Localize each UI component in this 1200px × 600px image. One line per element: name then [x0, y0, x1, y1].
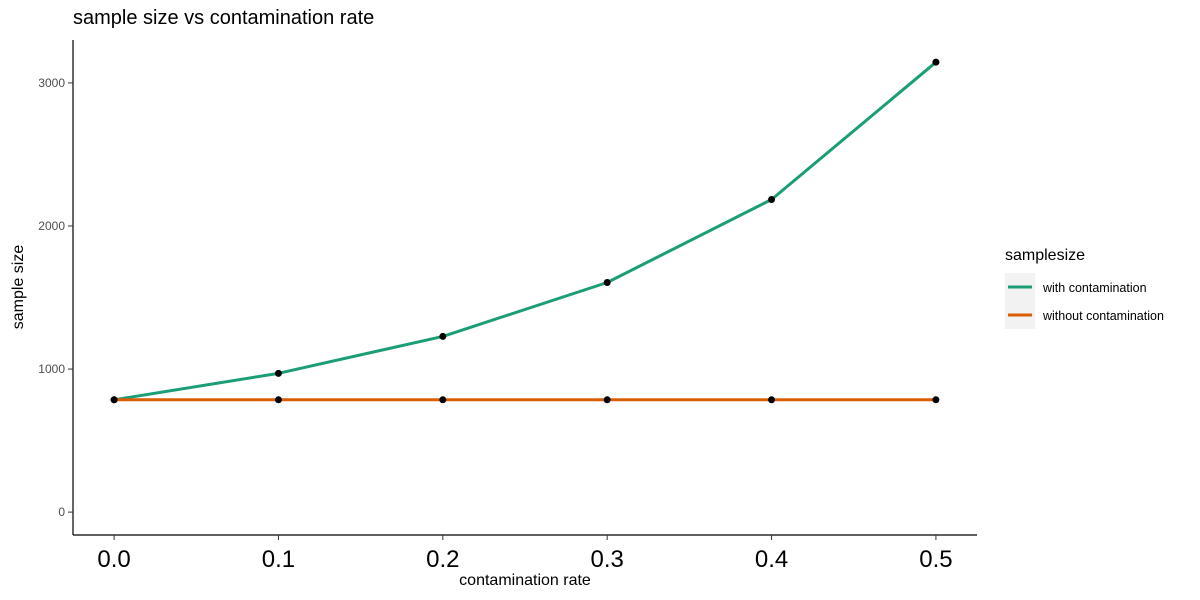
data-point: [932, 58, 940, 66]
series-line-with-contamination: [113, 61, 937, 402]
legend-title: samplesize: [1005, 247, 1085, 264]
y-tick-label: 3000: [38, 76, 65, 90]
data-point: [603, 278, 611, 286]
x-tick-label: 0.5: [919, 546, 952, 573]
data-point: [768, 396, 776, 404]
legend-label: without contamination: [1042, 309, 1164, 323]
x-axis-ticks: 0.0 0.1 0.2 0.3 0.4 0.5: [97, 535, 953, 573]
data-point: [439, 332, 447, 340]
data-point: [768, 196, 776, 204]
x-tick-label: 0.1: [262, 546, 295, 573]
data-point: [110, 396, 118, 404]
legend-items: with contamination without contamination: [1005, 273, 1164, 329]
legend: samplesize with contamination without con…: [1005, 247, 1164, 329]
x-tick-label: 0.4: [755, 546, 788, 573]
x-axis-title: contamination rate: [459, 572, 591, 589]
y-axis-ticks: 0 1000 2000 3000: [38, 76, 73, 519]
y-tick-label: 0: [58, 505, 65, 519]
x-tick-label: 0.0: [97, 546, 130, 573]
legend-item: without contamination: [1005, 301, 1164, 329]
x-tick-label: 0.2: [426, 546, 459, 573]
legend-label: with contamination: [1042, 281, 1147, 295]
data-point: [439, 396, 447, 404]
y-axis-title: sample size: [10, 245, 27, 330]
data-point: [274, 396, 282, 404]
plot-area: [110, 58, 940, 404]
y-tick-label: 1000: [38, 362, 65, 376]
legend-item: with contamination: [1005, 273, 1147, 301]
data-point: [274, 369, 282, 377]
y-tick-label: 2000: [38, 219, 65, 233]
data-point: [932, 396, 940, 404]
chart-title: sample size vs contamination rate: [73, 7, 374, 29]
x-tick-label: 0.3: [590, 546, 623, 573]
data-point: [603, 396, 611, 404]
